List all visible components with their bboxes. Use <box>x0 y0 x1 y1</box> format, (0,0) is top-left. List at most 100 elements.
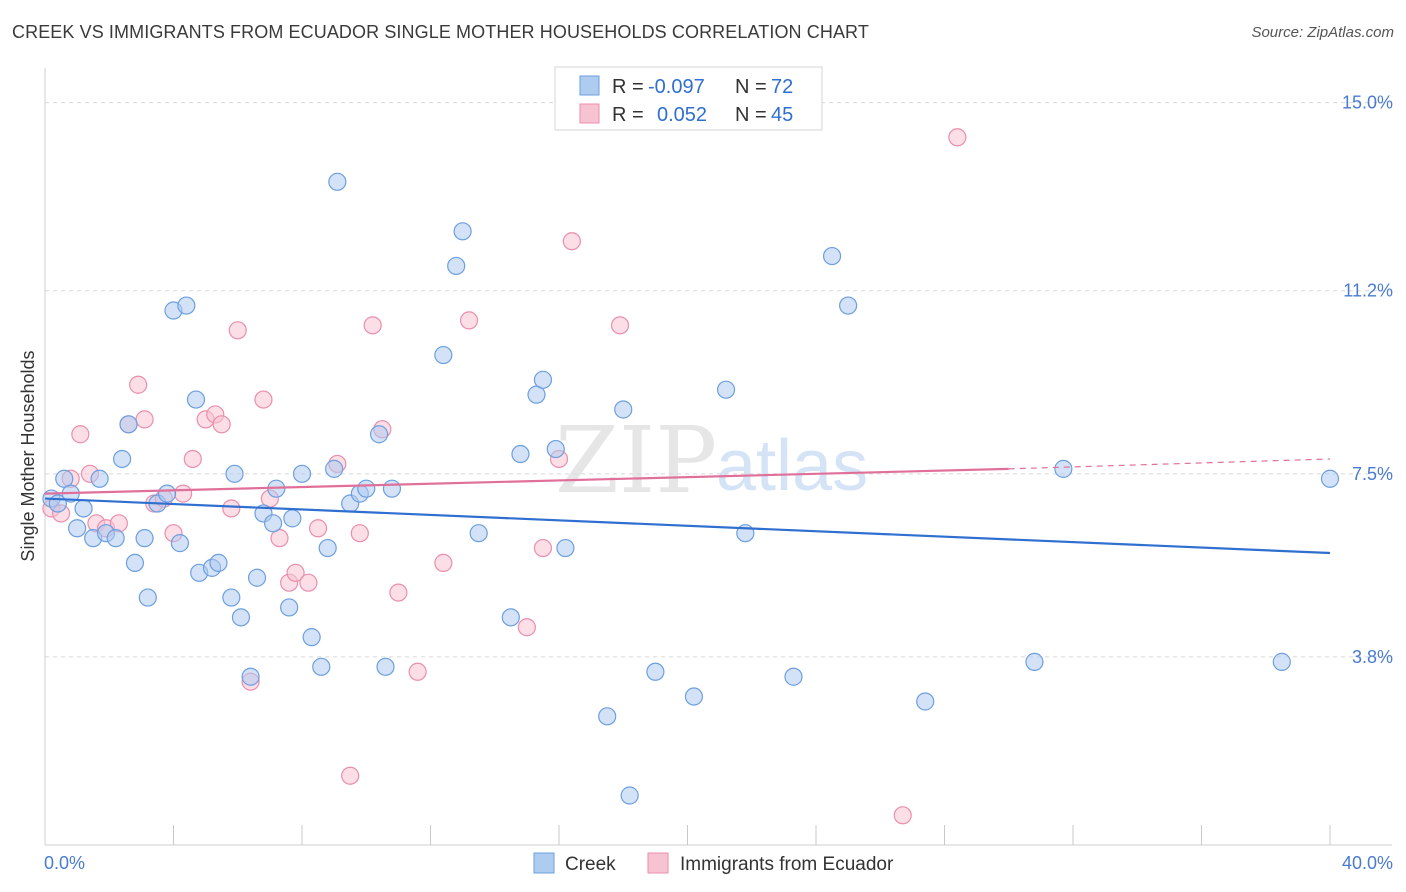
trendlines <box>44 458 1331 555</box>
ecuador-point <box>135 410 154 429</box>
creek-point <box>646 662 665 681</box>
creek-point <box>598 707 617 726</box>
ecuador-point <box>948 128 967 147</box>
y-tick-label: 11.2% <box>1343 281 1393 301</box>
creek-point <box>469 524 488 543</box>
creek-point <box>222 588 241 607</box>
creek-point <box>376 657 395 676</box>
ecuador-point <box>408 662 427 681</box>
creek-point <box>247 568 267 587</box>
ecuador-point <box>212 415 231 434</box>
creek-point <box>511 444 530 464</box>
creek-point <box>822 246 842 266</box>
creek-point <box>357 479 376 498</box>
series-legend: Creek Immigrants from Ecuador <box>533 852 894 875</box>
creek-trendline <box>44 497 1331 555</box>
y-tick-label: 7.5% <box>1352 464 1393 484</box>
creek-point <box>280 598 299 617</box>
x-tick-label-min: 0.0% <box>44 853 85 873</box>
creek-point <box>533 370 553 389</box>
ecuador-trendline <box>44 467 1009 495</box>
creek-point <box>209 553 228 573</box>
ecuador-r-label: R = <box>612 104 644 126</box>
creek-point <box>119 415 138 434</box>
creek-point <box>447 256 466 276</box>
ecuador-point <box>71 425 90 444</box>
creek-point <box>90 469 109 488</box>
creek-point <box>614 400 633 419</box>
ecuador-point <box>129 375 148 394</box>
ecuador-point <box>517 618 536 637</box>
ecuador-n-value: 45 <box>771 104 793 126</box>
ecuador-point <box>308 519 328 538</box>
creek-point <box>135 529 154 548</box>
watermark-zip: ZIP <box>555 407 717 514</box>
creek-point <box>325 459 344 478</box>
creek-point <box>186 390 206 409</box>
creek-point <box>1320 469 1340 488</box>
creek-point <box>1025 652 1044 671</box>
y-axis-label: Single Mother Households <box>18 350 38 561</box>
ecuador-point <box>341 766 360 785</box>
ecuador-point <box>562 232 581 251</box>
x-ticks <box>173 825 1331 845</box>
gridlines <box>45 102 1392 658</box>
ecuador-point <box>434 553 453 573</box>
creek-legend-swatch <box>579 75 600 96</box>
creek-r-value: -0.097 <box>648 76 705 98</box>
creek-point <box>382 479 402 498</box>
creek-point <box>225 464 244 483</box>
creek-point <box>839 296 858 315</box>
creek-point <box>1272 652 1291 671</box>
creek-n-value: 72 <box>771 76 793 98</box>
ecuador-point <box>533 538 553 558</box>
creek-point <box>716 380 736 399</box>
creek-point <box>112 449 132 469</box>
creek-point <box>453 222 472 241</box>
creek-point <box>684 687 704 706</box>
source-note: Source: ZipAtlas.com <box>1251 24 1394 41</box>
y-tick-labels: 3.8% 7.5% 11.2% 15.0% <box>1342 93 1393 667</box>
ecuador-point <box>228 321 247 340</box>
legend-ecuador-label: Immigrants from Ecuador <box>680 854 894 875</box>
ecuador-point <box>459 311 479 330</box>
creek-point <box>157 484 177 503</box>
ecuador-point <box>286 563 305 582</box>
creek-point <box>170 534 190 553</box>
legend-ecuador-swatch <box>647 852 669 874</box>
creek-point <box>263 514 283 533</box>
creek-point <box>620 786 639 805</box>
creek-point <box>318 538 337 558</box>
legend-creek-swatch <box>533 852 555 874</box>
watermark-atlas: atlas <box>716 426 868 506</box>
y-tick-label: 3.8% <box>1352 647 1393 667</box>
creek-point <box>292 464 312 483</box>
ecuador-point <box>389 583 408 602</box>
creek-point <box>283 509 302 528</box>
creek-point <box>328 172 347 191</box>
ecuador-point <box>350 524 369 543</box>
creek-point <box>231 608 251 627</box>
creek-point <box>74 499 93 518</box>
ecuador-point <box>174 484 193 503</box>
creek-point <box>125 553 145 573</box>
creek-point <box>434 345 453 365</box>
creek-point <box>916 692 935 711</box>
creek-point <box>68 519 87 538</box>
creek-r-label: R = <box>612 76 644 98</box>
creek-point <box>106 529 125 548</box>
ecuador-point <box>363 316 382 335</box>
creek-point <box>138 588 157 607</box>
creek-point <box>501 608 520 627</box>
creek-point <box>546 439 565 459</box>
ecuador-point <box>893 806 912 825</box>
creek-point <box>312 657 331 676</box>
creek-point <box>1054 459 1073 478</box>
creek-point <box>370 425 389 444</box>
legend-creek-label: Creek <box>565 854 616 875</box>
x-tick-label-max: 40.0% <box>1342 853 1393 873</box>
ecuador-point <box>254 390 273 409</box>
creek-point <box>241 667 260 686</box>
chart-title: CREEK VS IMMIGRANTS FROM ECUADOR SINGLE … <box>12 22 869 42</box>
